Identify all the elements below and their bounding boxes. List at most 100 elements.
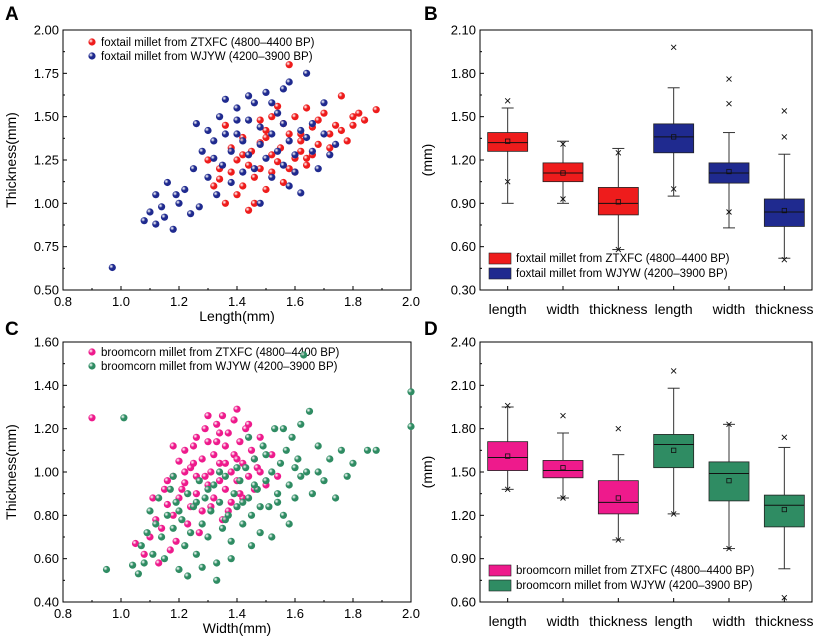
data-point <box>221 130 229 138</box>
y-tick-label: 2.40 <box>451 335 476 350</box>
box-chart-d: 0.60 0.90 1.20 1.50 1.80 2.10 2.40 (mm) length wi… <box>419 335 814 630</box>
x-tick-label: 1.6 <box>286 606 304 621</box>
data-point <box>285 78 293 86</box>
data-point <box>146 208 154 216</box>
data-point <box>250 199 258 207</box>
data-point <box>175 199 183 207</box>
data-point <box>169 472 177 480</box>
data-point <box>233 455 241 463</box>
data-point <box>297 126 305 135</box>
box-body <box>487 441 529 471</box>
data-point <box>256 140 264 148</box>
y-tick-label: 1.00 <box>34 196 59 211</box>
outlier-cross <box>615 425 622 432</box>
data-point <box>256 123 264 131</box>
data-point <box>184 520 192 528</box>
x-tick-label: 0.8 <box>54 606 72 621</box>
data-point <box>274 102 282 110</box>
data-point <box>233 156 241 164</box>
category-label: width <box>712 301 746 317</box>
data-point <box>297 147 305 155</box>
y-axis-label: (mm) <box>419 144 435 177</box>
data-point <box>407 388 415 396</box>
outlier-cross <box>560 141 566 147</box>
outlier-cross <box>615 246 622 253</box>
data-point <box>314 140 322 148</box>
x-tick-label: 2.0 <box>402 606 420 621</box>
data-point <box>303 104 311 112</box>
data-point <box>210 494 218 502</box>
data-point <box>221 459 229 467</box>
data-point <box>207 468 215 476</box>
y-tick-label: 1.50 <box>451 465 476 480</box>
data-point <box>245 92 253 100</box>
data-point <box>195 477 203 485</box>
data-point <box>262 154 270 162</box>
plot-frame-D <box>479 341 813 603</box>
y-tick-label: 1.20 <box>451 508 476 523</box>
data-point <box>213 191 221 199</box>
y-axis-label: (mm) <box>419 456 435 489</box>
mean-marker <box>671 134 677 140</box>
data-point <box>149 550 157 558</box>
scatter-chart-c: 0.40 0.60 0.80 1.00 1.20 1.40 1.60 0.8 1.0 1.2 1.4… <box>3 335 420 637</box>
x-axis-label: Length(mm) <box>199 308 274 324</box>
data-point <box>274 109 282 117</box>
data-point <box>160 213 169 221</box>
data-point <box>268 533 276 541</box>
legend-swatch <box>488 579 512 592</box>
data-point <box>192 490 200 498</box>
outlier-cross <box>781 594 788 601</box>
data-point <box>129 561 137 569</box>
data-point <box>160 555 169 563</box>
data-point <box>343 137 351 145</box>
data-point <box>300 351 308 359</box>
outlier-cross <box>560 495 566 501</box>
data-point <box>236 477 244 485</box>
data-point <box>256 165 264 173</box>
category-label: width <box>546 301 580 317</box>
y-tick-label: 0.90 <box>451 196 476 211</box>
data-point <box>160 485 169 493</box>
data-point <box>303 161 311 169</box>
data-point <box>146 507 154 515</box>
y-tick-label: 0.60 <box>451 595 476 610</box>
data-point <box>221 472 229 480</box>
category-label: width <box>712 613 746 629</box>
data-point <box>221 121 229 129</box>
data-point <box>152 191 160 199</box>
data-point <box>218 161 227 169</box>
data-point <box>308 120 316 128</box>
panel-letter-b: B <box>424 4 438 25</box>
data-point <box>137 542 145 550</box>
scatter-chart-a: 0.50 0.75 1.00 1.25 1.50 1.75 2.00 0.8 1.0 1.2 1.4… <box>3 23 420 325</box>
data-point <box>363 446 372 454</box>
data-point <box>268 468 276 476</box>
data-point <box>256 116 264 124</box>
data-point <box>285 61 293 69</box>
data-point <box>204 438 212 446</box>
data-point <box>320 99 328 107</box>
data-point <box>250 173 258 181</box>
data-point <box>143 529 151 537</box>
category-label: thickness <box>755 301 813 317</box>
y-tick-label: 0.80 <box>34 508 59 523</box>
x-tick-label: 1.6 <box>286 294 304 309</box>
data-point <box>187 210 195 218</box>
data-point <box>169 225 177 233</box>
data-point <box>195 529 203 537</box>
data-point <box>184 572 192 580</box>
legend-marker <box>88 38 96 46</box>
outlier-cross <box>726 209 732 215</box>
data-point <box>233 130 241 138</box>
data-point <box>216 429 224 437</box>
outlier-cross <box>781 434 788 441</box>
data-point <box>210 154 218 162</box>
data-point <box>262 88 270 96</box>
data-point <box>262 126 270 135</box>
data-point <box>207 507 215 515</box>
data-point <box>210 182 218 190</box>
legend-marker <box>88 362 96 370</box>
data-point <box>236 490 244 498</box>
data-point <box>303 69 311 77</box>
